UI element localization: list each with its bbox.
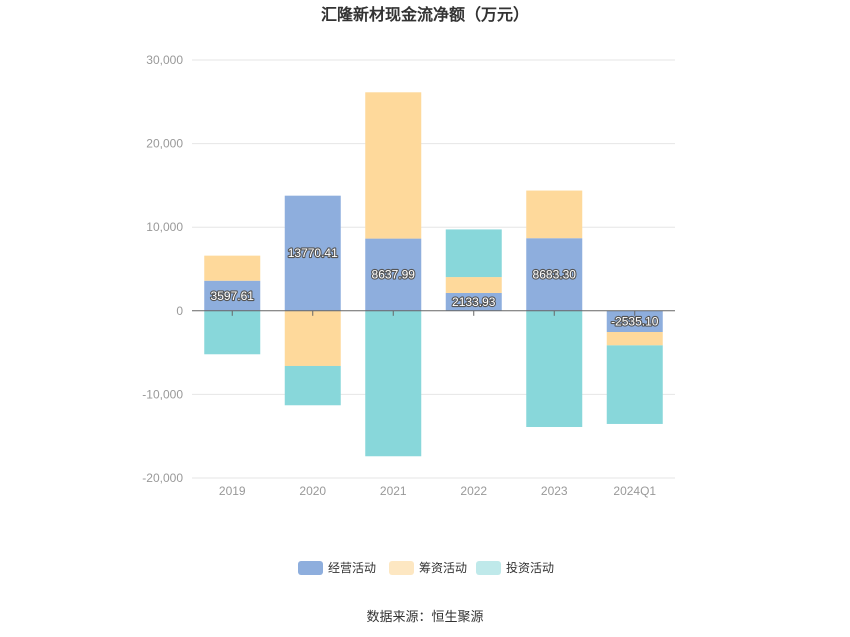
x-tick-label: 2022: [460, 484, 487, 498]
bar-segment: [526, 190, 583, 239]
x-axis: 2019 2020 2021 2022 2023 2024Q1: [219, 484, 657, 498]
y-tick-label: 20,000: [146, 137, 183, 151]
y-tick-label: 10,000: [146, 220, 183, 234]
y-tick-label: 0: [176, 304, 183, 318]
legend-label: 经营活动: [328, 561, 376, 575]
legend-item[interactable]: 经营活动: [298, 561, 376, 575]
x-tick-label: 2019: [219, 484, 246, 498]
bar-segment: [445, 292, 502, 311]
bar-segment: [365, 310, 422, 457]
legend-label: 筹资活动: [419, 561, 467, 575]
bar-segment: [606, 310, 663, 332]
legend-swatch: [298, 561, 323, 575]
bar-segment: [445, 277, 502, 293]
bar-segment: [606, 345, 663, 424]
data-labels: 3597.61 13770.41 8637.99 2133.93 8683.30 -253…: [209, 245, 659, 329]
data-label: -2535.10: [611, 314, 659, 328]
data-label: 13770.41: [288, 246, 338, 260]
grid-lines: [192, 59, 675, 479]
y-tick-label: 30,000: [146, 53, 183, 67]
legend-swatch: [389, 561, 414, 575]
bars: [204, 92, 663, 457]
bar-segment: [606, 331, 663, 346]
bar-segment: [445, 229, 502, 278]
y-tick-label: -20,000: [142, 471, 183, 485]
bar-segment: [284, 365, 341, 406]
x-tick-label: 2021: [380, 484, 407, 498]
x-tick-label: 2020: [299, 484, 326, 498]
x-tick-label: 2024Q1: [613, 484, 656, 498]
legend-swatch: [476, 561, 501, 575]
bar-segment: [204, 280, 261, 311]
x-tick-label: 2023: [541, 484, 568, 498]
source-note: 数据来源：恒生聚源: [366, 610, 483, 625]
data-label: 8637.99: [372, 268, 416, 282]
y-axis: 30,000 20,000 10,000 0 -10,000 -20,000: [142, 53, 183, 485]
zero-axis: [192, 310, 675, 316]
bar-segment: [284, 310, 341, 366]
legend-label: 投资活动: [506, 560, 554, 575]
legend[interactable]: 经营活动 筹资活动 投资活动: [298, 560, 554, 575]
bar-segment: [365, 238, 422, 311]
data-label: 2133.93: [452, 295, 496, 309]
bar-segment: [526, 310, 583, 428]
bar-segment: [526, 238, 583, 311]
data-label: 8683.30: [533, 268, 577, 282]
chart-title: 汇隆新材现金流净额（万元）: [321, 5, 529, 24]
bar-segment: [204, 310, 261, 355]
data-label: 3597.61: [211, 289, 255, 303]
bar-segment: [365, 92, 422, 239]
bar-segment: [284, 195, 341, 311]
bar-segment: [204, 255, 261, 281]
legend-item[interactable]: 投资活动: [476, 560, 554, 575]
y-tick-label: -10,000: [142, 387, 183, 401]
legend-item[interactable]: 筹资活动: [389, 561, 467, 575]
